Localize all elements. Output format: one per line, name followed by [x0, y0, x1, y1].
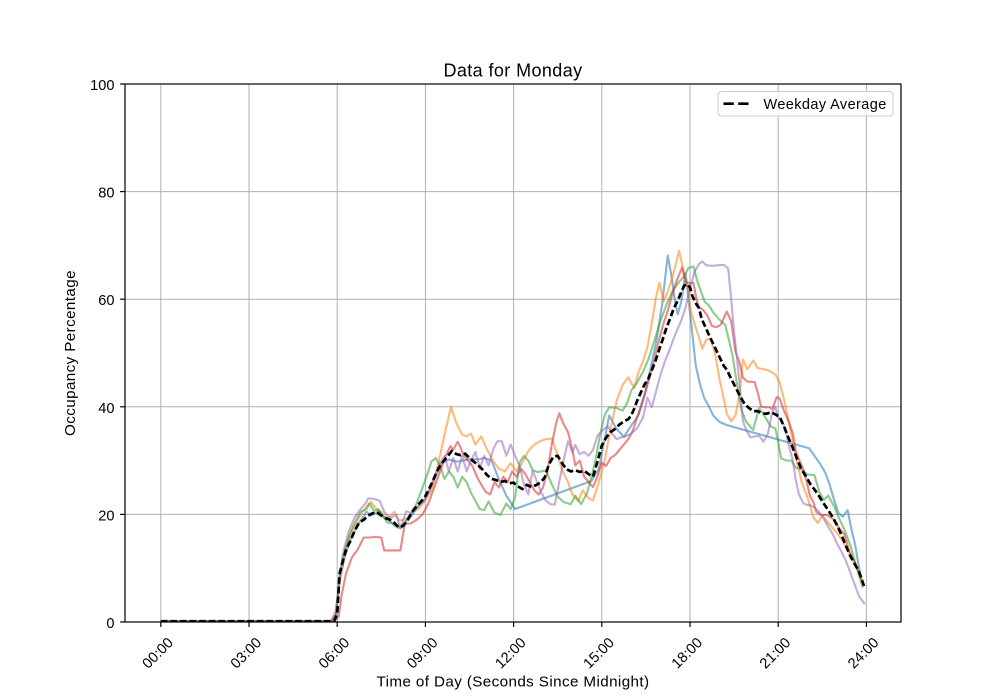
svg-text:20: 20: [98, 508, 114, 524]
svg-text:Occupancy Percentage: Occupancy Percentage: [62, 270, 79, 436]
svg-text:Time of Day (Seconds Since Mid: Time of Day (Seconds Since Midnight): [377, 674, 650, 691]
svg-text:60: 60: [98, 293, 114, 309]
svg-text:100: 100: [90, 78, 114, 94]
svg-text:80: 80: [98, 186, 114, 202]
svg-text:Weekday Average: Weekday Average: [764, 97, 887, 113]
svg-text:40: 40: [98, 401, 114, 417]
svg-text:Data for Monday: Data for Monday: [443, 60, 582, 80]
svg-text:0: 0: [106, 616, 114, 632]
